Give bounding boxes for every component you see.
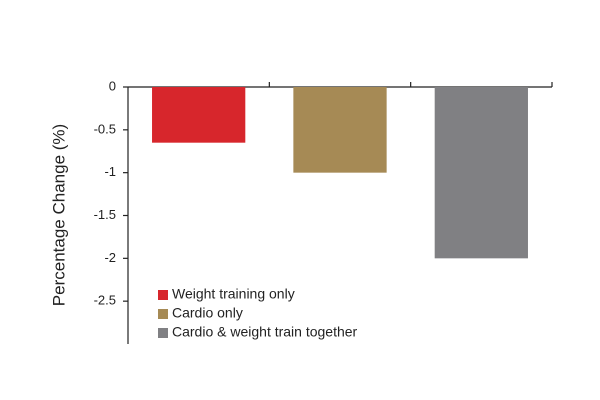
bar [152,87,246,143]
legend-label: Cardio & weight train together [172,324,358,340]
legend-label: Cardio only [172,305,243,321]
legend-swatch [158,309,168,319]
y-tick-label: -2.5 [94,293,116,308]
y-axis-label: Percentage Change (%) [49,124,68,306]
bar [434,87,528,259]
y-tick-label: -2 [104,250,116,265]
y-tick-label: -1.5 [94,207,116,222]
bar [293,87,387,173]
legend-label: Weight training only [172,286,295,302]
legend-swatch [158,328,168,338]
y-tick-label: 0 [109,78,116,93]
legend-swatch [158,290,168,300]
y-tick-label: -1 [104,164,116,179]
y-tick-label: -0.5 [94,121,116,136]
